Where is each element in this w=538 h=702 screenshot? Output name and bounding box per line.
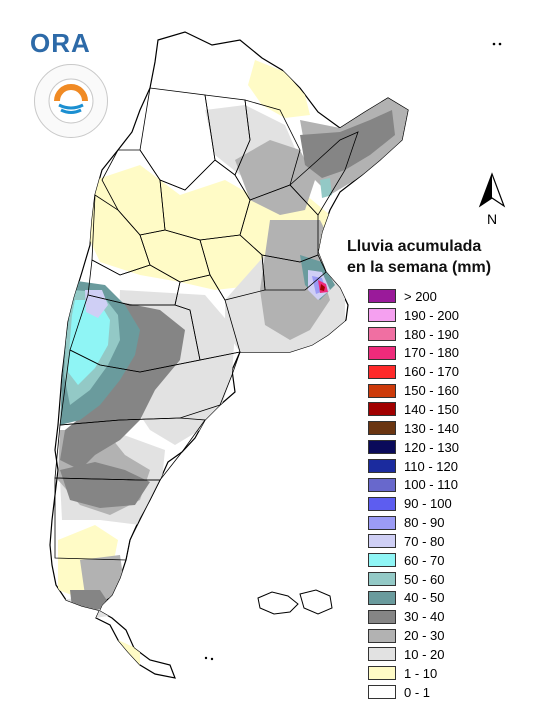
legend-item: 100 - 110 [368,475,459,494]
legend-swatch [368,572,396,587]
legend-label: 0 - 1 [404,684,431,700]
legend-item: 90 - 100 [368,494,459,513]
rain-field [58,60,408,668]
legend-swatch [368,685,396,700]
legend-swatch [368,459,396,474]
legend-swatch [368,647,396,662]
legend-swatch [368,534,396,549]
legend-item: 140 - 150 [368,400,459,419]
legend-swatch [368,496,396,511]
legend-item: 130 - 140 [368,419,459,438]
legend-label: 30 - 40 [404,609,445,625]
legend-item: 1 - 10 [368,664,459,683]
legend-swatch [368,590,396,605]
legend-label: 170 - 180 [404,345,459,361]
legend-swatch [368,421,396,436]
legend-label: 150 - 160 [404,383,459,399]
legend-label: 50 - 60 [404,571,445,587]
legend-swatch [368,553,396,568]
north-arrow-icon: N [478,172,506,227]
legend-label: 160 - 170 [404,364,459,380]
legend-item: 0 - 1 [368,683,459,702]
legend-title-line2: en la semana (mm) [347,259,492,276]
legend-label: 1 - 10 [404,665,438,681]
legend-item: 180 - 190 [368,325,459,344]
legend-item: 190 - 200 [368,306,459,325]
legend-swatch [368,364,396,379]
smn-logo [34,64,108,138]
small-islands [204,42,502,661]
legend-swatch [368,666,396,681]
legend-swatch [368,308,396,323]
ora-logo-text: ORA [30,28,91,58]
legend-item: > 200 [368,287,459,306]
legend-title-line1: Lluvia acumulada [347,238,482,255]
north-arrow: N [478,172,506,230]
legend-label: 190 - 200 [404,307,459,323]
legend-label: 140 - 150 [404,401,459,417]
legend-swatch [368,327,396,342]
legend-title: Lluvia acumulada en la semana (mm) [347,236,491,278]
legend-label: 80 - 90 [404,515,445,531]
legend-item: 170 - 180 [368,344,459,363]
legend-label: 20 - 30 [404,628,445,644]
legend-item: 110 - 120 [368,457,459,476]
legend-label: 130 - 140 [404,420,459,436]
legend: > 200 190 - 200 180 - 190 170 - 180 160 - 17… [368,287,459,702]
legend-item: 70 - 80 [368,532,459,551]
north-label: N [487,211,497,227]
legend-item: 80 - 90 [368,513,459,532]
province-borders [54,87,359,561]
legend-swatch [368,289,396,304]
legend-label: 100 - 110 [404,477,458,493]
legend-swatch [368,609,396,624]
legend-label: 180 - 190 [404,326,459,342]
legend-item: 40 - 50 [368,589,459,608]
legend-item: 50 - 60 [368,570,459,589]
legend-label: > 200 [404,288,437,304]
legend-swatch [368,477,396,492]
legend-label: 110 - 120 [404,458,458,474]
legend-item: 30 - 40 [368,607,459,626]
legend-item: 160 - 170 [368,362,459,381]
malvinas-islands [257,589,333,615]
legend-label: 90 - 100 [404,496,452,512]
legend-label: 10 - 20 [404,646,445,662]
legend-item: 120 - 130 [368,438,459,457]
legend-swatch [368,402,396,417]
legend-item: 60 - 70 [368,551,459,570]
legend-item: 150 - 160 [368,381,459,400]
legend-label: 70 - 80 [404,533,445,549]
legend-swatch [368,345,396,360]
legend-swatch [368,628,396,643]
legend-swatch [368,383,396,398]
legend-swatch [368,515,396,530]
legend-swatch [368,440,396,455]
legend-label: 40 - 50 [404,590,445,606]
smn-emblem-icon [48,78,94,124]
legend-label: 120 - 130 [404,439,459,455]
legend-label: 60 - 70 [404,552,445,568]
legend-item: 20 - 30 [368,626,459,645]
legend-item: 10 - 20 [368,645,459,664]
ora-logo: ORA [30,28,110,58]
